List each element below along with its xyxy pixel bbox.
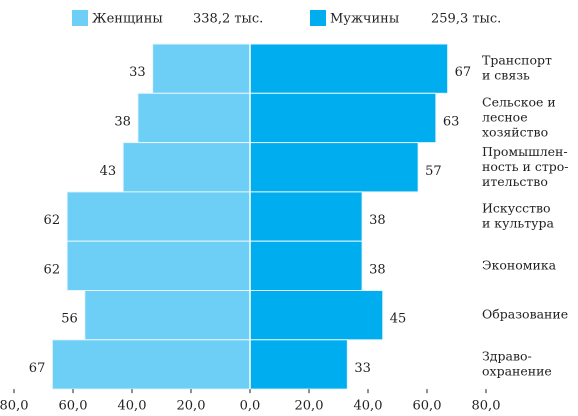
value-label: 45 (390, 312, 407, 327)
category-label: хозяйство (482, 124, 548, 139)
x-tick-label: 80,0 (0, 399, 28, 414)
bar (249, 339, 348, 390)
category-label: ность и стро- (482, 159, 569, 174)
value-label: 38 (114, 114, 131, 129)
category-label: Экономика (482, 257, 557, 272)
value-label: 67 (29, 361, 46, 376)
category-label: и культура (482, 216, 554, 231)
x-tick-label: 60,0 (413, 399, 442, 414)
bar (137, 92, 251, 144)
legend-label: Мужчины (330, 12, 399, 27)
legend-total: 338,2 тыс. (193, 12, 263, 27)
value-label: 43 (100, 164, 117, 179)
category-label: Промышлен- (482, 144, 568, 159)
bar (84, 290, 251, 341)
legend-total: 259,3 тыс. (431, 12, 501, 27)
bar (249, 92, 437, 144)
x-tick-label: 40,0 (118, 399, 147, 414)
value-label: 62 (44, 262, 61, 277)
value-label: 67 (455, 65, 472, 80)
bar (66, 240, 251, 291)
category-label: Образование (482, 307, 568, 322)
category-label: охранение (482, 363, 552, 378)
legend-swatch (72, 10, 88, 26)
x-tick-label: 20,0 (295, 399, 324, 414)
x-tick-label: 40,0 (354, 399, 383, 414)
value-label: 38 (369, 262, 386, 277)
bar (66, 191, 251, 242)
value-label: 57 (425, 164, 442, 179)
category-label: Сельское и (482, 94, 556, 109)
value-label: 63 (443, 114, 460, 129)
value-label: 56 (61, 312, 78, 327)
bar (249, 240, 363, 291)
value-label: 33 (354, 361, 371, 376)
x-tick-label: 0,0 (240, 399, 261, 414)
value-label: 38 (369, 213, 386, 228)
category-label: лесное (482, 109, 528, 124)
x-tick-label: 60,0 (59, 399, 88, 414)
bar (249, 290, 384, 341)
x-tick-label: 20,0 (177, 399, 206, 414)
category-label: и связь (482, 68, 530, 83)
value-label: 33 (129, 65, 146, 80)
value-label: 62 (44, 213, 61, 228)
bar (249, 142, 419, 193)
bar (152, 43, 251, 94)
x-tick-label: 80,0 (472, 399, 501, 414)
category-label: Искусство (482, 201, 551, 216)
category-label: Здраво- (482, 348, 532, 363)
legend-label: Женщины (92, 12, 163, 27)
legend-swatch (310, 10, 326, 26)
category-label: ительство (482, 174, 548, 189)
bar (249, 43, 449, 94)
bar (122, 142, 251, 193)
category-label: Транспорт (482, 53, 552, 68)
bar (249, 191, 363, 242)
bar (51, 339, 251, 390)
